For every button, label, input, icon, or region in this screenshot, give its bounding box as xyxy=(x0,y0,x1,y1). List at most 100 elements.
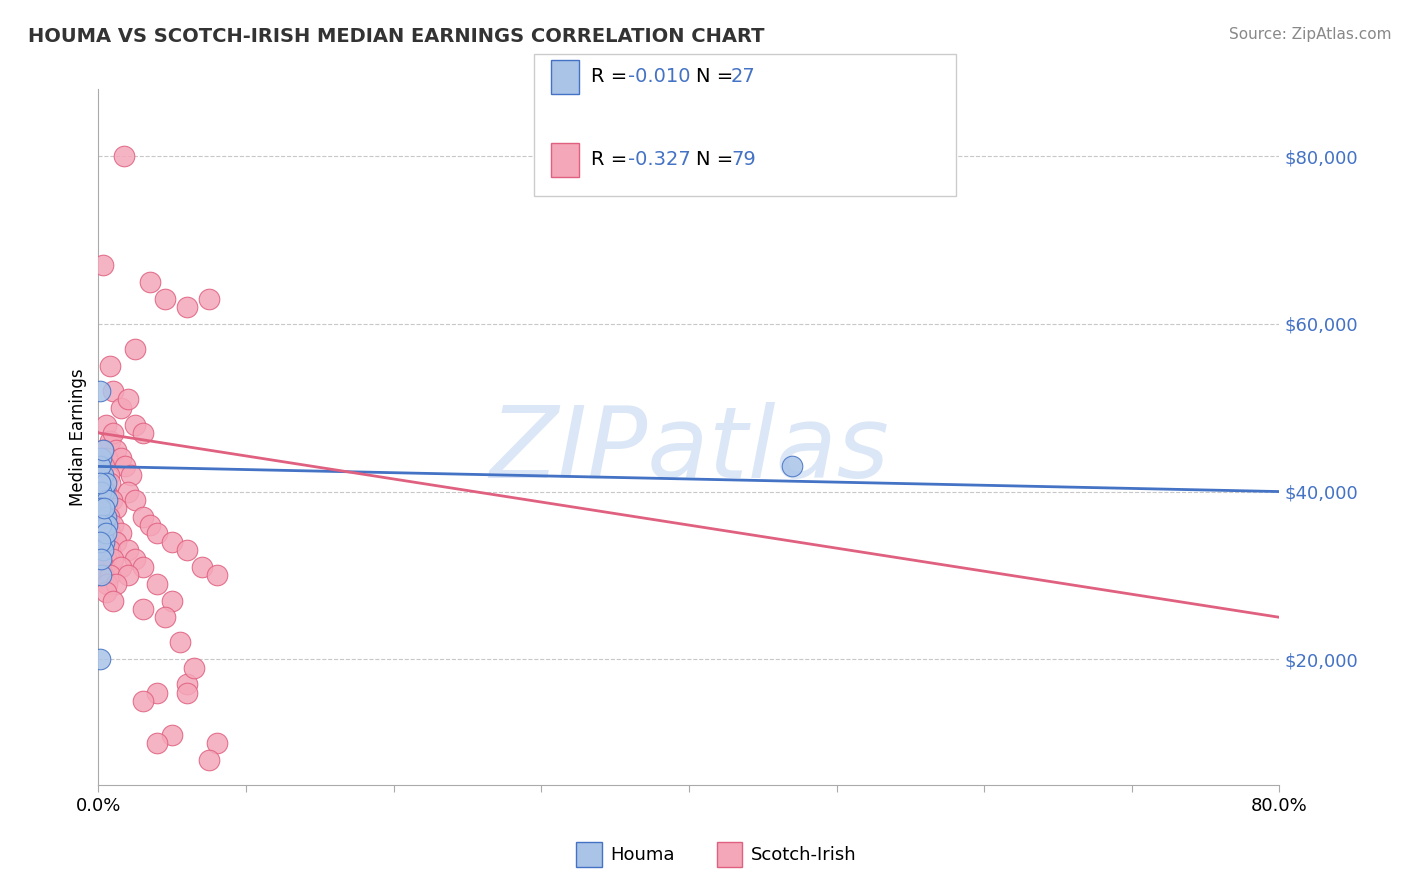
Point xyxy=(90,484,112,499)
Point xyxy=(132,602,155,616)
Point xyxy=(132,509,155,524)
Point xyxy=(110,401,132,415)
Text: 27: 27 xyxy=(731,67,756,87)
Point xyxy=(90,518,112,533)
Point xyxy=(93,560,115,574)
Point xyxy=(94,551,117,566)
Point xyxy=(96,534,118,549)
Point xyxy=(93,459,115,474)
Point xyxy=(91,442,114,457)
Point xyxy=(93,534,115,549)
Text: -0.010: -0.010 xyxy=(628,67,690,87)
Point xyxy=(89,459,111,474)
Text: -0.327: -0.327 xyxy=(628,150,692,169)
Point xyxy=(132,560,155,574)
Point xyxy=(91,467,114,482)
Point xyxy=(89,476,111,491)
Point xyxy=(176,686,198,700)
Point xyxy=(93,509,115,524)
Point xyxy=(112,149,135,163)
Point xyxy=(94,476,117,491)
Point xyxy=(97,467,120,482)
Point xyxy=(153,292,176,306)
Point xyxy=(153,610,176,624)
Point xyxy=(98,526,121,541)
Point xyxy=(198,753,221,767)
Text: 79: 79 xyxy=(731,150,756,169)
Point xyxy=(205,568,228,582)
Point xyxy=(98,568,121,582)
Point xyxy=(139,275,162,289)
Point xyxy=(146,736,169,750)
Point xyxy=(96,576,118,591)
Y-axis label: Median Earnings: Median Earnings xyxy=(69,368,87,506)
Point xyxy=(103,593,125,607)
Point xyxy=(91,442,114,457)
Point xyxy=(96,501,118,516)
Point xyxy=(90,568,112,582)
Point xyxy=(191,560,214,574)
Point xyxy=(89,501,111,516)
Point xyxy=(124,551,146,566)
Text: Source: ZipAtlas.com: Source: ZipAtlas.com xyxy=(1229,27,1392,42)
Text: N =: N = xyxy=(696,67,740,87)
Point xyxy=(91,543,114,558)
Point xyxy=(93,476,115,491)
Point xyxy=(120,467,142,482)
Point xyxy=(90,551,112,566)
Point xyxy=(105,442,128,457)
Point xyxy=(94,417,117,432)
Point xyxy=(94,509,117,524)
Point xyxy=(146,526,169,541)
Point xyxy=(91,568,114,582)
Point xyxy=(91,258,114,272)
Point xyxy=(98,359,121,373)
Point xyxy=(169,635,191,649)
Point xyxy=(110,450,132,465)
Text: HOUMA VS SCOTCH-IRISH MEDIAN EARNINGS CORRELATION CHART: HOUMA VS SCOTCH-IRISH MEDIAN EARNINGS CO… xyxy=(28,27,765,45)
Point xyxy=(91,509,114,524)
Point xyxy=(114,459,136,474)
Point xyxy=(94,484,117,499)
Point xyxy=(90,501,112,516)
Point xyxy=(98,543,121,558)
Point xyxy=(91,501,114,516)
Point xyxy=(103,551,125,566)
Point xyxy=(183,660,205,674)
Point xyxy=(103,384,125,398)
Point xyxy=(93,501,115,516)
Point xyxy=(93,543,115,558)
Point xyxy=(94,526,117,541)
Point xyxy=(162,593,183,607)
Point xyxy=(146,576,169,591)
Point xyxy=(176,543,198,558)
Point xyxy=(93,484,115,499)
Point xyxy=(205,736,228,750)
Point xyxy=(94,585,117,599)
Point xyxy=(117,568,139,582)
Point xyxy=(96,492,118,507)
Point xyxy=(96,518,118,533)
Point xyxy=(105,534,128,549)
Point xyxy=(176,677,198,691)
Point xyxy=(124,342,146,356)
Point xyxy=(93,518,115,533)
Point xyxy=(110,526,132,541)
Point xyxy=(132,425,155,440)
Point xyxy=(162,728,183,742)
Point xyxy=(103,518,125,533)
Point xyxy=(176,300,198,314)
Point xyxy=(110,560,132,574)
Text: R =: R = xyxy=(591,150,633,169)
Text: Houma: Houma xyxy=(610,846,675,863)
Point xyxy=(124,492,146,507)
Point xyxy=(139,518,162,533)
Point xyxy=(117,543,139,558)
Text: Scotch-Irish: Scotch-Irish xyxy=(751,846,856,863)
Point xyxy=(100,492,122,507)
Point xyxy=(89,652,111,666)
Point xyxy=(132,694,155,708)
Point xyxy=(146,686,169,700)
Text: R =: R = xyxy=(591,67,633,87)
Point xyxy=(117,392,139,407)
